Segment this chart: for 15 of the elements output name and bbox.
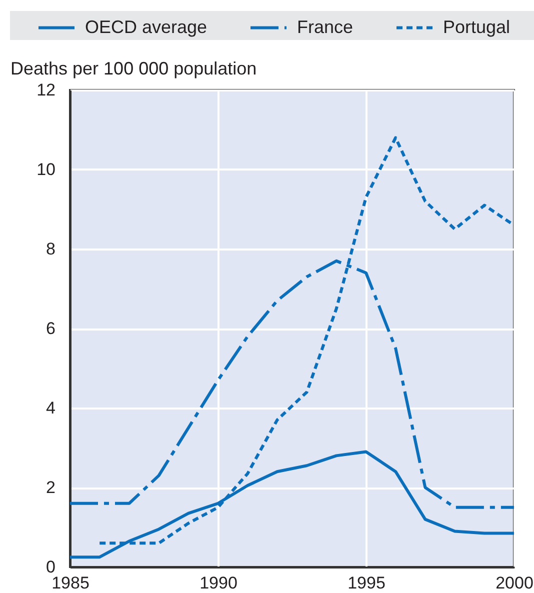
y-tick-label: 0 [46, 558, 56, 576]
y-tick-label: 10 [36, 160, 56, 179]
x-tick-label: 1985 [52, 574, 90, 592]
x-tick-label: 2000 [496, 574, 534, 592]
legend-label: OECD average [85, 16, 208, 37]
y-tick-label: 12 [36, 80, 56, 100]
y-tick-label: 6 [46, 319, 56, 338]
y-axis-title: Deaths per 100 000 population [10, 58, 257, 78]
x-tick-label: 1990 [200, 574, 238, 592]
x-tick-label: 1995 [348, 574, 386, 592]
y-tick-label: 4 [46, 398, 56, 418]
y-tick-label: 2 [46, 478, 56, 497]
legend-label: France [297, 16, 354, 37]
y-tick-label: 8 [46, 240, 56, 258]
legend-label: Portugal [443, 16, 510, 37]
